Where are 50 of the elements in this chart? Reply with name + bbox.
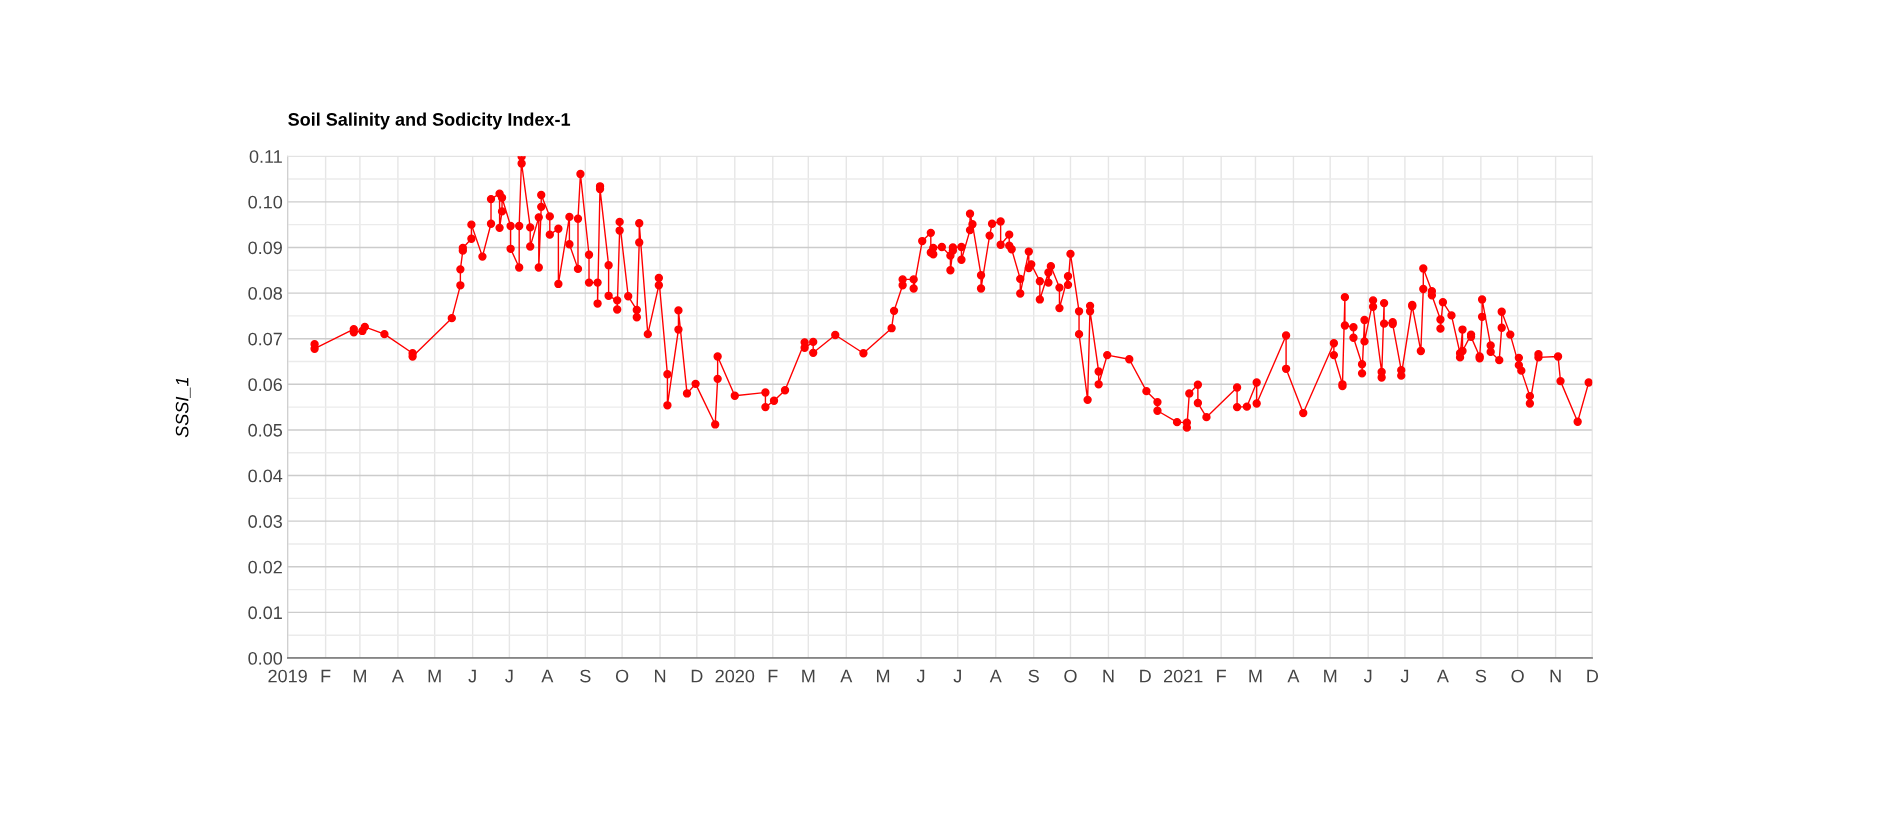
chart-title: Soil Salinity and Sodicity Index-1 — [288, 112, 571, 130]
y-tick-label: 0.03 — [248, 515, 282, 528]
y-tick-label: 0.04 — [248, 469, 283, 483]
x-tick-label: M — [353, 669, 366, 683]
y-tick-label: 0.01 — [248, 606, 282, 620]
x-tick-label: S — [1475, 669, 1487, 683]
x-tick-label: A — [840, 669, 853, 683]
y-tick-label: 0.10 — [248, 195, 283, 209]
x-tick-label: A — [1436, 669, 1449, 683]
x-tick-label: O — [1064, 669, 1077, 683]
x-tick-label: A — [1287, 669, 1300, 683]
x-tick-label: A — [391, 669, 404, 683]
x-tick-label: S — [1028, 669, 1039, 683]
x-tick-label: J — [505, 669, 513, 683]
x-tick-label: J — [1400, 669, 1409, 683]
x-tick-label: J — [468, 669, 476, 683]
x-tick-label: N — [1550, 669, 1561, 683]
y-axis-title: SSSI_1 — [175, 378, 191, 438]
x-tick-label: M — [1249, 669, 1262, 683]
x-tick-label: D — [1587, 669, 1599, 683]
x-tick-label: M — [876, 669, 890, 683]
x-tick-label: D — [1140, 669, 1151, 683]
x-tick-label: O — [615, 669, 629, 683]
x-tick-label: N — [655, 669, 666, 683]
x-tick-label: J — [1363, 669, 1372, 683]
x-tick-label: 2019 — [268, 669, 307, 683]
x-tick-label: N — [1103, 669, 1114, 683]
y-tick-label: 0.09 — [248, 241, 282, 255]
x-tick-label: F — [768, 669, 778, 683]
y-tick-label: 0.08 — [248, 287, 282, 300]
y-tick-label: 0.11 — [249, 150, 282, 163]
x-tick-label: M — [428, 669, 441, 683]
x-tick-label: O — [1511, 669, 1524, 683]
x-tick-label: A — [989, 669, 1002, 683]
y-tick-label: 0.06 — [248, 378, 282, 392]
y-tick-label: 0.05 — [248, 423, 283, 437]
x-tick-label: A — [541, 669, 554, 683]
x-tick-label: F — [321, 669, 331, 683]
y-tick-label: 0.07 — [248, 332, 282, 346]
x-tick-label: S — [580, 669, 591, 683]
x-tick-label: 2020 — [715, 669, 755, 683]
x-tick-label: 2021 — [1164, 669, 1203, 683]
x-tick-label: M — [1324, 669, 1337, 683]
y-tick-label: 0.00 — [248, 651, 283, 665]
x-tick-label: D — [691, 669, 703, 683]
y-tick-label: 0.02 — [248, 560, 282, 574]
x-tick-label: M — [802, 669, 815, 683]
x-tick-label: J — [916, 669, 925, 683]
x-tick-label: F — [1217, 669, 1226, 683]
x-tick-label: J — [953, 669, 961, 683]
